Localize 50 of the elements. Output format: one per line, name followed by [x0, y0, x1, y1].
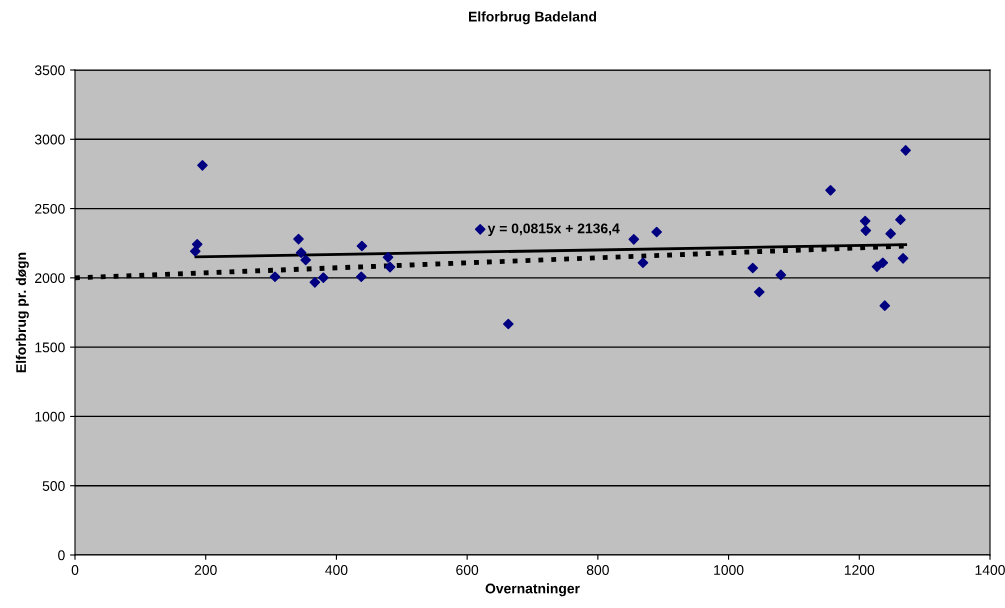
point: [877, 257, 889, 269]
point: [637, 257, 649, 269]
x-tick-label: 0: [71, 565, 79, 575]
y-tick-label: 2500: [35, 203, 65, 214]
x-tick-label: 600: [456, 565, 479, 575]
x-tick-label: 1400: [975, 565, 1005, 575]
point: [859, 215, 871, 227]
point: [384, 261, 396, 273]
x-tick-label: 1000: [714, 565, 744, 575]
point: [318, 272, 329, 284]
point: [293, 233, 304, 245]
point: [503, 318, 514, 330]
y-axis-title: Elforbrug pr. døgn: [15, 252, 29, 373]
x-axis-title: Overnatninger: [485, 583, 580, 597]
point: [895, 214, 906, 225]
y-tick-label: 2000: [35, 273, 65, 284]
point: [269, 271, 281, 283]
y-tick-label: 500: [42, 481, 65, 491]
x-tick-label: 1200: [844, 565, 875, 575]
point: [295, 247, 307, 258]
point: [879, 300, 891, 312]
x-tick-label: 200: [194, 565, 217, 575]
point: [885, 228, 896, 239]
point: [900, 145, 911, 156]
x-tick-label: 400: [325, 565, 348, 575]
point: [309, 276, 321, 288]
point: [355, 271, 367, 283]
point: [753, 286, 765, 298]
point: [628, 234, 640, 245]
y-tick-label: 0: [58, 550, 65, 561]
point: [382, 252, 394, 263]
point: [775, 269, 787, 281]
point: [300, 254, 312, 266]
point: [356, 240, 368, 252]
point: [651, 226, 662, 238]
y-tick-label: 3000: [34, 134, 65, 145]
chart-title: Elforbrug Badeland: [469, 11, 597, 25]
x-tick-label: 800: [586, 565, 609, 575]
point: [191, 239, 203, 250]
annotation: y = 0,0815x + 2136,4: [487, 223, 620, 237]
y-tick-label: 3500: [34, 65, 65, 76]
y-tick-label: 1000: [35, 411, 65, 422]
y-tick-label: 1500: [35, 342, 65, 353]
point: [197, 160, 208, 171]
point: [897, 253, 909, 264]
point: [825, 184, 836, 196]
point: [747, 262, 759, 274]
point: [871, 261, 883, 272]
point: [860, 225, 872, 236]
point: [474, 224, 486, 235]
